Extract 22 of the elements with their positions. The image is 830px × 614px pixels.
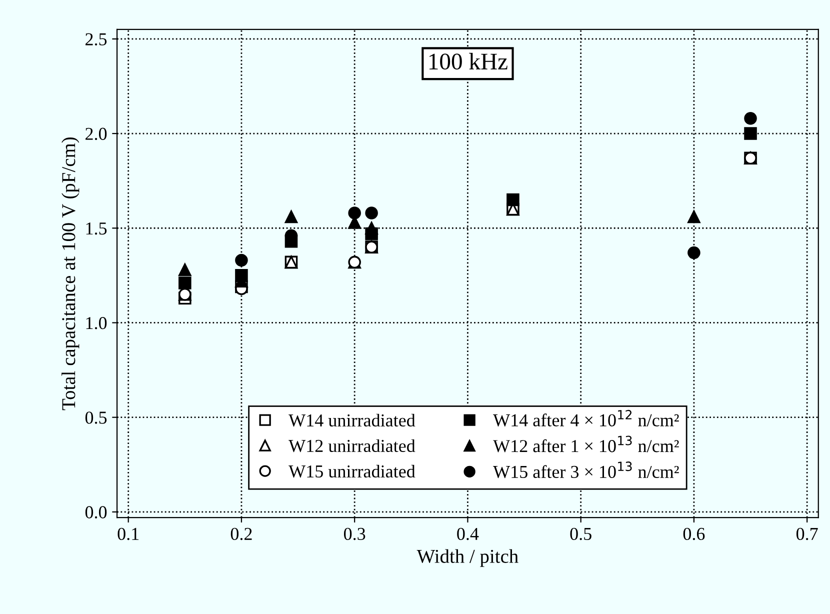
legend-label: W14 after 4 × 10$^{12}$ n/cm² — [493, 410, 679, 426]
y-tick-label: 1.0 — [86, 316, 107, 330]
legend-label: W12 unirradiated — [288, 439, 416, 452]
y-tick-label: 2.0 — [86, 128, 107, 140]
legend-label: W15 unirradiated — [288, 464, 416, 478]
x-tick-label: 0.4 — [457, 528, 479, 540]
x-tick-label: 0.3 — [344, 528, 366, 540]
legend-label: W14 unirradiated — [288, 414, 416, 427]
y-axis-title: Total capacitance at 100 V (pF/cm) — [62, 137, 80, 410]
y-tick-label: 0.5 — [85, 412, 107, 424]
x-tick-label: 0.2 — [230, 528, 252, 540]
x-tick-label: 0.7 — [796, 528, 818, 540]
y-tick-label: 0.0 — [85, 506, 107, 518]
y-tick-label: 1.5 — [86, 222, 107, 235]
x-tick-label: 0.6 — [683, 528, 705, 540]
y-tick-label: 2.5 — [86, 33, 107, 46]
legend-label: W12 after 1 × 10$^{13}$ n/cm² — [493, 436, 679, 452]
annotation: 100 kHz — [429, 52, 508, 70]
x-tick-label: 0.1 — [118, 528, 139, 540]
legend-label: W15 after 3 × 10$^{13}$ n/cm² — [493, 462, 679, 478]
x-tick-label: 0.5 — [570, 528, 592, 540]
x-axis-title: Width / pitch — [416, 549, 518, 567]
